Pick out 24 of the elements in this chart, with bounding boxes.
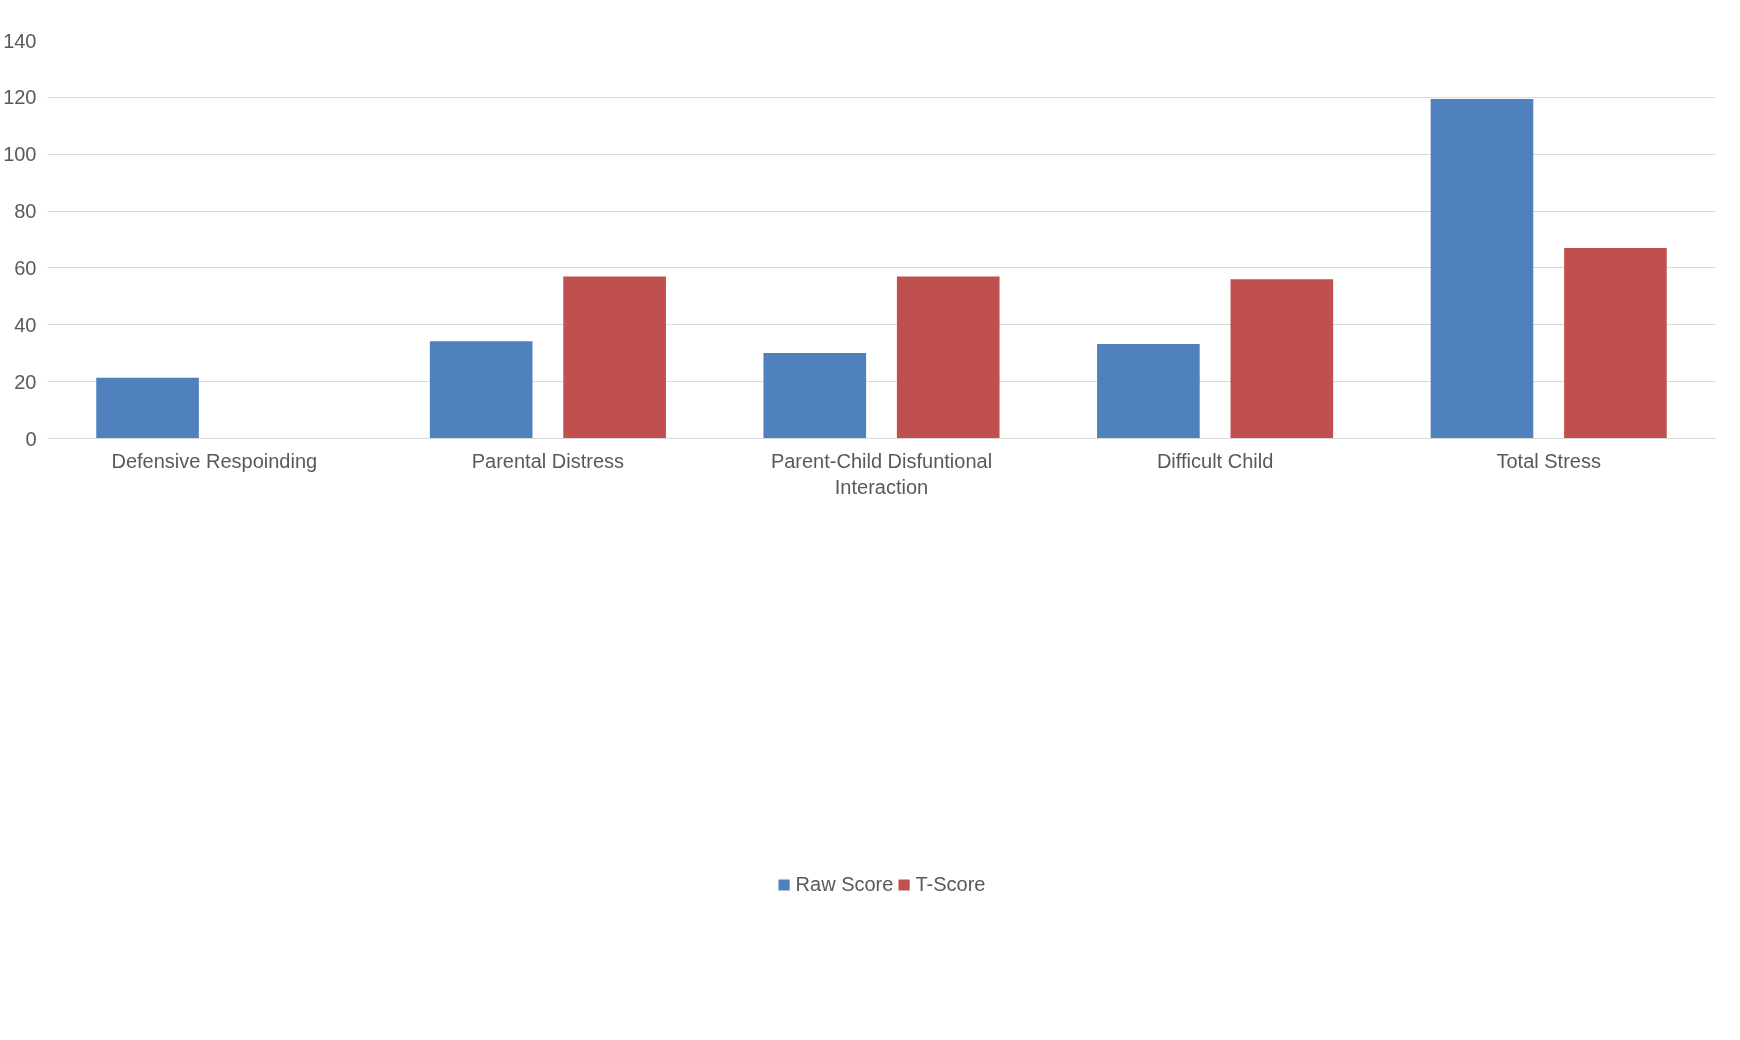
legend-label: Raw Score bbox=[795, 872, 894, 896]
x-tick-label: Defensive Respoinding bbox=[111, 449, 318, 472]
bar bbox=[1097, 344, 1200, 439]
y-tick-label: 120 bbox=[3, 86, 37, 109]
bar bbox=[896, 276, 1000, 439]
bar bbox=[1230, 279, 1334, 439]
y-tick-label: 100 bbox=[3, 143, 37, 166]
y-tick-label: 0 bbox=[25, 427, 37, 450]
y-tick-label: 40 bbox=[14, 313, 37, 336]
bar bbox=[1430, 99, 1534, 439]
x-tick-label: Total Stress bbox=[1496, 449, 1601, 472]
bar bbox=[96, 377, 199, 439]
x-tick-label: Difficult Child bbox=[1156, 449, 1274, 472]
y-tick-label: 140 bbox=[3, 29, 37, 52]
bar bbox=[563, 276, 666, 439]
y-tick-label: 60 bbox=[14, 256, 37, 279]
x-tick-label: Parental Distress bbox=[471, 449, 625, 472]
y-tick-label: 20 bbox=[14, 370, 37, 393]
legend-label: T-Score bbox=[915, 872, 986, 896]
bar bbox=[1564, 248, 1667, 439]
x-tick-label: Parent-Child Disfuntional Interaction bbox=[770, 449, 993, 498]
bar bbox=[429, 341, 533, 439]
y-tick-label: 80 bbox=[14, 200, 37, 223]
bar bbox=[763, 352, 867, 439]
